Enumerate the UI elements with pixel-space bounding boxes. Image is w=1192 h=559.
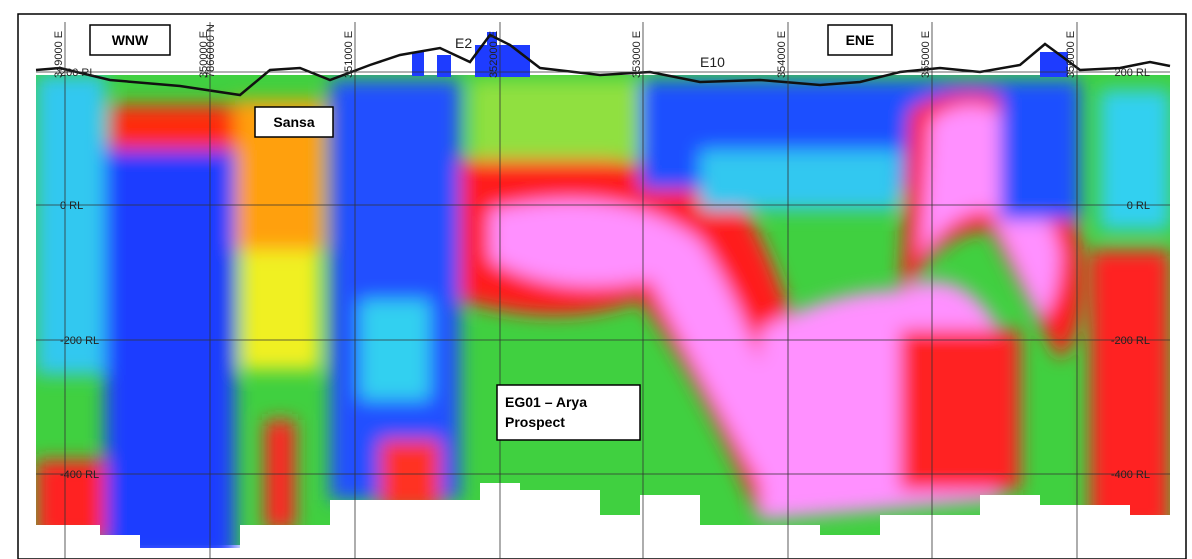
annotation: Prospect <box>505 414 565 430</box>
easting-label: 356000 E <box>1065 31 1077 78</box>
rl-label: 200 RL <box>1115 67 1150 79</box>
rl-label: 200 RL <box>60 67 95 79</box>
annotation: E2 <box>455 35 472 51</box>
direction-label: WNW <box>112 32 149 48</box>
label-box <box>89 24 171 56</box>
grid: 349000 E 350000 E 351000 E 352000 E 353000 E… <box>36 22 1170 559</box>
label-box <box>496 384 641 441</box>
rl-label: -200 RL <box>1111 335 1150 347</box>
easting-label: 351000 E <box>343 31 355 78</box>
label-box <box>827 24 893 56</box>
resistivity-section <box>36 75 1170 548</box>
rl-label: -200 RL <box>60 335 99 347</box>
northing-label: 7866000 N <box>205 24 217 78</box>
easting-label: 354000 E <box>776 31 788 78</box>
rl-label: -400 RL <box>60 469 99 481</box>
rl-label: -400 RL <box>1111 469 1150 481</box>
annotation: E10 <box>700 54 725 70</box>
annotation: EG01 – Arya <box>505 394 587 410</box>
frame <box>17 13 1187 559</box>
rl-label: 0 RL <box>1127 200 1150 212</box>
easting-label: 353000 E <box>631 31 643 78</box>
easting-label: 352000 E <box>488 31 500 78</box>
direction-label: ENE <box>846 32 875 48</box>
easting-label: 355000 E <box>920 31 932 78</box>
annotation: Sansa <box>273 114 314 130</box>
rl-label: 0 RL <box>60 200 83 212</box>
easting-label: 350000 E <box>198 31 210 78</box>
label-box <box>254 106 334 138</box>
easting-label: 349000 E <box>53 31 65 78</box>
